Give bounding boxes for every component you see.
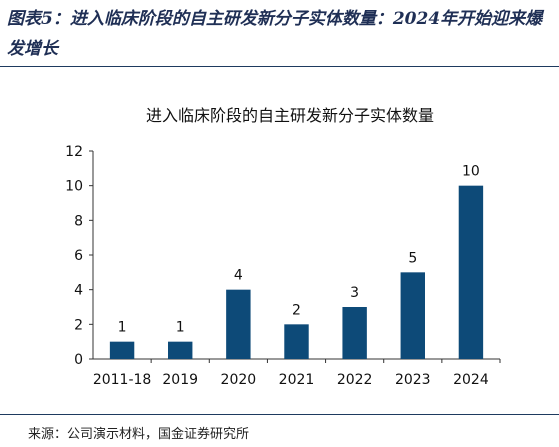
data-label: 2: [292, 302, 301, 318]
bar: [342, 307, 367, 359]
y-tick-label: 8: [74, 213, 83, 229]
bar: [168, 341, 193, 359]
bar: [109, 341, 135, 359]
bar: [284, 324, 309, 359]
x-tick-label: 2023: [395, 372, 431, 388]
y-tick-label: 6: [74, 248, 83, 264]
data-label: 1: [118, 320, 127, 336]
y-tick-label: 2: [74, 317, 83, 333]
x-tick-label: 2020: [221, 372, 257, 388]
x-tick-label: 2019: [162, 372, 198, 388]
source-note: 来源：公司演示材料，国金证券研究所: [28, 427, 250, 442]
bars: 1 1 4 2 3 5 10: [109, 164, 484, 359]
x-tick-label: 2021: [279, 372, 315, 388]
bar: [226, 289, 251, 359]
y-tick-label: 0: [74, 352, 83, 368]
x-tick-label: 2024: [453, 372, 489, 388]
bottom-divider: [0, 414, 559, 415]
data-label: 1: [176, 320, 185, 336]
data-label: 3: [350, 285, 359, 301]
data-label: 4: [234, 268, 243, 284]
top-divider: [0, 66, 559, 67]
y-tick-label: 4: [74, 283, 83, 299]
data-label: 10: [462, 164, 480, 180]
x-tick-label: 2022: [337, 372, 373, 388]
x-tick-label: 2011-18: [93, 372, 152, 388]
bar: [400, 272, 425, 359]
chart-title: 进入临床阶段的自主研发新分子实体数量: [146, 106, 434, 125]
bar: [458, 185, 484, 359]
y-tick-label: 10: [65, 179, 83, 195]
y-tick-label: 12: [65, 144, 83, 160]
data-label: 5: [408, 250, 417, 266]
figure-title: 图表5：进入临床阶段的自主研发新分子实体数量：2024年开始迎来爆发增长: [7, 9, 543, 59]
